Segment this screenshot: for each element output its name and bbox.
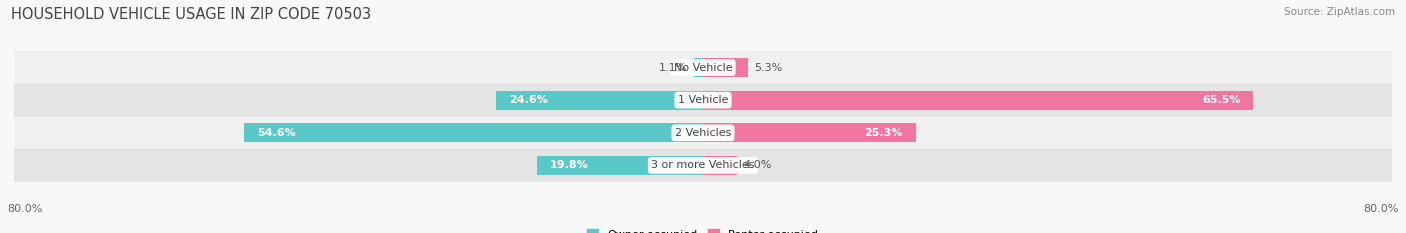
Bar: [496, 91, 703, 110]
Text: No Vehicle: No Vehicle: [673, 63, 733, 72]
Text: 1.1%: 1.1%: [659, 63, 688, 72]
Bar: [703, 123, 915, 142]
Text: 54.6%: 54.6%: [257, 128, 295, 138]
Bar: [693, 58, 703, 77]
Legend: Owner-occupied, Renter-occupied: Owner-occupied, Renter-occupied: [582, 225, 824, 233]
Text: HOUSEHOLD VEHICLE USAGE IN ZIP CODE 70503: HOUSEHOLD VEHICLE USAGE IN ZIP CODE 7050…: [11, 7, 371, 22]
Text: Source: ZipAtlas.com: Source: ZipAtlas.com: [1284, 7, 1395, 17]
Text: 3 or more Vehicles: 3 or more Vehicles: [651, 161, 755, 170]
Bar: [14, 149, 1392, 182]
Bar: [14, 116, 1392, 149]
Text: 24.6%: 24.6%: [509, 95, 548, 105]
Bar: [14, 84, 1392, 116]
Text: 65.5%: 65.5%: [1202, 95, 1240, 105]
Bar: [703, 91, 1253, 110]
Bar: [14, 51, 1392, 84]
Bar: [703, 58, 748, 77]
Text: 1 Vehicle: 1 Vehicle: [678, 95, 728, 105]
Text: 19.8%: 19.8%: [550, 161, 588, 170]
Text: 2 Vehicles: 2 Vehicles: [675, 128, 731, 138]
Text: 80.0%: 80.0%: [7, 204, 42, 214]
Bar: [703, 156, 737, 175]
Text: 4.0%: 4.0%: [744, 161, 772, 170]
Text: 5.3%: 5.3%: [754, 63, 783, 72]
Bar: [245, 123, 703, 142]
Bar: [537, 156, 703, 175]
Text: 25.3%: 25.3%: [865, 128, 903, 138]
Text: 80.0%: 80.0%: [1364, 204, 1399, 214]
